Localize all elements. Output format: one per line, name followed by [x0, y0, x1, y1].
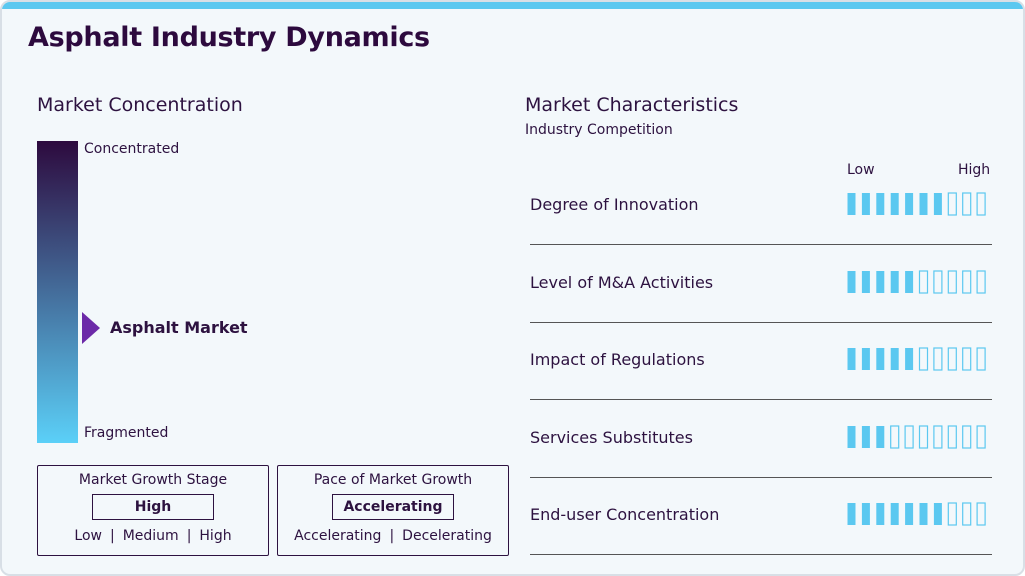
empty-bar: [976, 502, 986, 526]
level-bar: [876, 425, 885, 448]
level-bar: [847, 503, 856, 525]
row-divider: [530, 554, 992, 555]
level-bar: [905, 348, 914, 370]
option: Low: [74, 528, 102, 544]
empty-bar: [962, 192, 972, 216]
empty-bar: [933, 347, 943, 371]
empty-bar: [918, 424, 929, 449]
marker-label: Asphalt Market: [110, 318, 248, 338]
option: Accelerating: [294, 528, 382, 544]
section-title: Market Concentration: [37, 94, 243, 116]
empty-bar: [962, 502, 972, 526]
top-bar: [2, 2, 1023, 9]
level-bar: [861, 193, 870, 215]
row-divider: [530, 321, 992, 323]
level-bar: [933, 193, 942, 215]
growth-stage-box: Market Growth Stage High Low | Medium | High: [37, 465, 269, 556]
empty-bar: [947, 192, 957, 216]
level-bar: [861, 503, 870, 525]
marker-arrow: [82, 312, 100, 345]
options: Accelerating | Decelerating: [278, 528, 508, 544]
level-bar: [890, 348, 899, 370]
empty-bar: [976, 424, 986, 449]
growth-pace-box: Pace of Market Growth Accelerating Accel…: [277, 465, 509, 556]
level-bar: [933, 503, 942, 525]
row-label: End-user Concentration: [530, 505, 720, 524]
level-bars: [847, 269, 986, 294]
box-title: Pace of Market Growth: [313, 472, 473, 488]
row-label: Impact of Regulations: [530, 350, 705, 369]
section-title: Market Characteristics: [525, 94, 739, 116]
row-label: Level of M&A Activities: [530, 272, 714, 292]
level-bar: [876, 193, 885, 215]
level-bar: [876, 348, 885, 370]
empty-bar: [933, 269, 943, 294]
level-bar: [905, 193, 914, 215]
concentration-bar: [37, 141, 78, 443]
market-marker: Asphalt Market: [80, 311, 280, 345]
separator: |: [389, 528, 395, 544]
empty-bar: [976, 192, 986, 216]
bottom-label: Fragmented: [84, 425, 169, 441]
row-divider: [530, 399, 992, 400]
level-bar: [919, 503, 928, 525]
empty-bar: [947, 424, 957, 449]
option: High: [199, 528, 232, 544]
title: Asphalt Industry Dynamics: [28, 22, 430, 53]
level-bars: [847, 502, 986, 526]
options: Low | Medium | High: [38, 528, 268, 544]
level-bar: [876, 270, 885, 293]
subtitle: Industry Competition: [525, 122, 673, 138]
empty-bar: [933, 424, 943, 449]
row-divider: [530, 476, 992, 478]
level-bars: [847, 424, 986, 449]
empty-bar: [976, 269, 986, 294]
option: Medium: [122, 528, 179, 544]
level-bar: [847, 193, 856, 215]
level-bar: [919, 193, 928, 215]
low-label: Low: [847, 162, 875, 178]
selected-value: High: [92, 494, 214, 520]
level-bar: [905, 503, 914, 525]
box-title: Market Growth Stage: [78, 472, 228, 488]
row-divider: [530, 244, 992, 245]
level-bar: [890, 193, 899, 215]
empty-bar: [918, 347, 929, 371]
level-bar: [890, 503, 899, 525]
level-bar: [847, 348, 856, 370]
level-bar: [861, 348, 870, 370]
level-bar: [847, 270, 856, 293]
empty-bar: [947, 502, 957, 526]
empty-bar: [947, 347, 957, 371]
empty-bar: [904, 424, 914, 449]
top-label: Concentrated: [84, 141, 180, 157]
empty-bar: [947, 269, 957, 294]
level-bar: [861, 270, 870, 293]
high-label: High: [958, 162, 991, 178]
level-bar: [905, 270, 914, 293]
row-label: Services Substitutes: [530, 427, 693, 447]
empty-bar: [962, 347, 972, 371]
separator: |: [186, 528, 192, 544]
level-bar: [847, 425, 856, 448]
separator: |: [109, 528, 115, 544]
level-bar: [890, 270, 899, 293]
option: Decelerating: [402, 528, 492, 544]
level-bar: [876, 503, 885, 525]
empty-bar: [962, 269, 972, 294]
level-bar: [861, 425, 870, 448]
level-bars: [847, 192, 986, 216]
empty-bar: [962, 424, 972, 449]
selected-value: Accelerating: [332, 494, 454, 520]
empty-bar: [890, 424, 900, 449]
level-bars: [847, 347, 986, 371]
empty-bar: [976, 347, 986, 371]
row-label: Degree of Innovation: [530, 195, 699, 214]
empty-bar: [918, 269, 929, 294]
